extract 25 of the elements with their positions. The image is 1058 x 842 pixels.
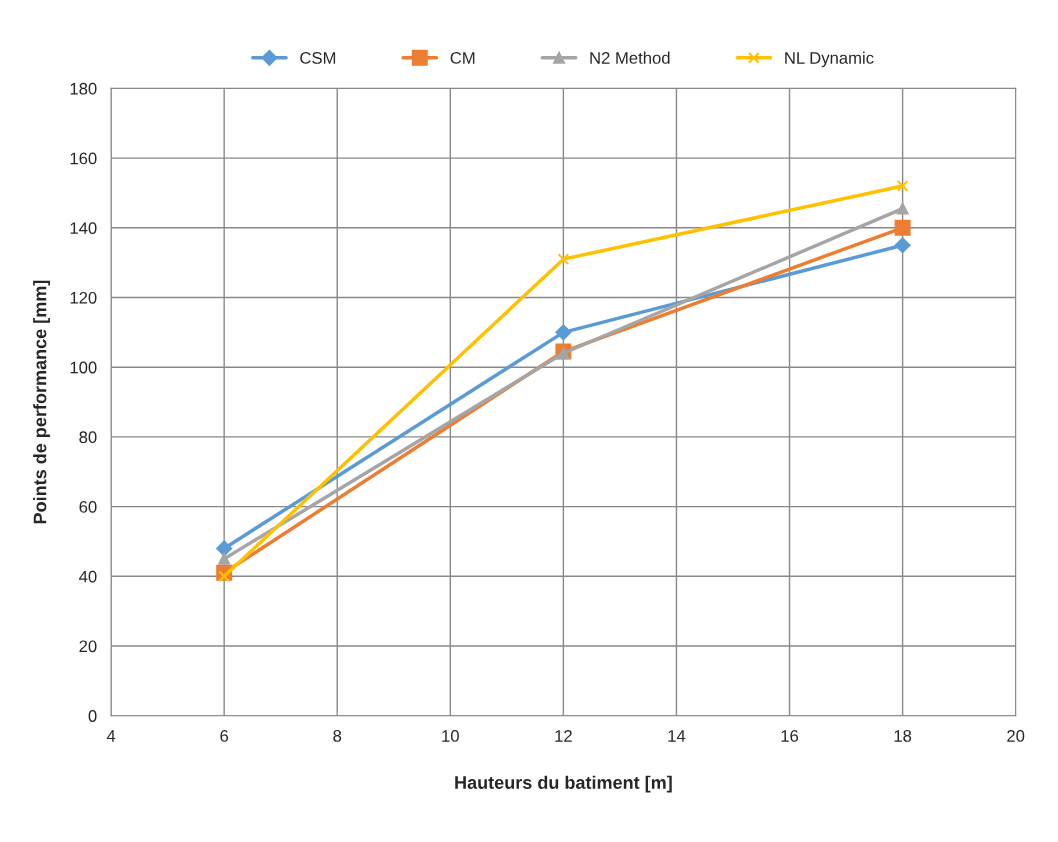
y-tick-label: 80: [79, 431, 97, 444]
x-tick-label: 10: [442, 730, 459, 742]
y-tick-label: 20: [79, 640, 97, 653]
x-tick-label: 6: [220, 730, 229, 742]
y-tick-label: 160: [70, 152, 97, 165]
x-tick-label: 14: [668, 730, 686, 742]
y-tick-label: 0: [88, 710, 97, 722]
x-tick-label: 8: [333, 730, 342, 742]
y-axis-title: Points de performance [mm]: [33, 280, 50, 524]
y-tick-label: 40: [79, 570, 97, 583]
y-tick-label: 60: [79, 501, 97, 513]
y-tick-label: 140: [70, 222, 97, 235]
x-axis-title: Hauteurs du batiment [m]: [455, 775, 672, 793]
x-tick-label: 20: [1007, 730, 1025, 742]
legend-label: NL Dynamic: [785, 51, 874, 68]
x-tick-label: 16: [781, 730, 799, 742]
y-tick-label: 100: [70, 361, 97, 374]
x-tick-label: 12: [555, 730, 572, 742]
y-tick-label: 180: [70, 82, 97, 95]
legend-label: CM: [450, 52, 475, 64]
legend-label: CSM: [300, 52, 336, 64]
x-tick-label: 4: [106, 730, 116, 742]
y-tick-label: 120: [70, 291, 97, 304]
legend-label: N2 Method: [590, 51, 670, 64]
x-tick-label: 18: [894, 730, 912, 742]
